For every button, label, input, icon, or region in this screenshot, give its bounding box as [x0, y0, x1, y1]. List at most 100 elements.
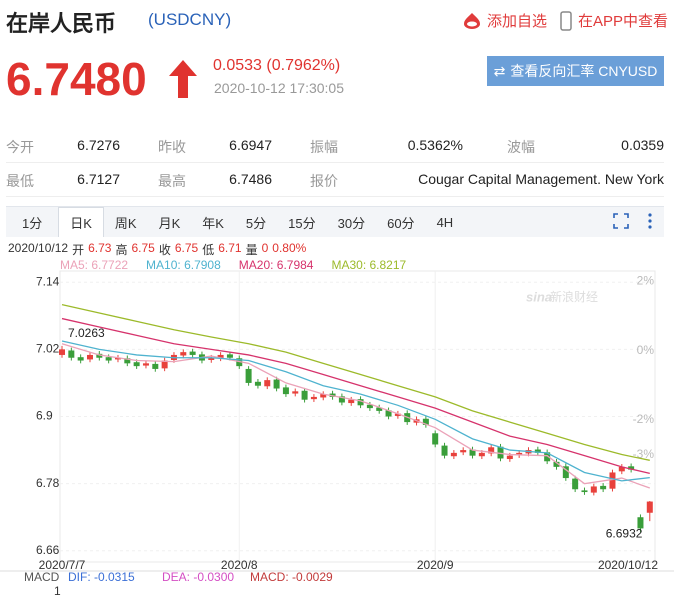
info-label: 收	[158, 243, 171, 257]
candle-body	[180, 352, 187, 356]
candle-body	[86, 354, 93, 360]
row-divider	[6, 196, 664, 197]
tab[interactable]: 60分	[387, 215, 415, 231]
change: 0.0533 (0.7962%)	[213, 57, 340, 75]
legend-entry: MA5: 6.7722	[60, 258, 129, 272]
candle-body	[142, 363, 149, 366]
candle-body	[320, 394, 327, 398]
tab[interactable]: 30分	[337, 215, 366, 231]
tab[interactable]: 日K	[58, 207, 104, 237]
candle-body	[282, 387, 289, 395]
watermark: 新浪财经	[550, 289, 598, 304]
candle-body	[376, 407, 383, 411]
y-tick-label: 7.02	[36, 342, 60, 356]
tab[interactable]: 5分	[245, 215, 267, 231]
candle-body	[590, 486, 597, 493]
up-arrow	[169, 60, 197, 98]
info-label: 开	[72, 243, 85, 257]
tab[interactable]: 1分	[22, 215, 43, 231]
change-pct: (0.7962%)	[266, 57, 341, 74]
tab[interactable]: 4H	[436, 214, 454, 230]
x-tick-label: 2020/7/7	[39, 558, 86, 572]
y-tick-label: 6.78	[36, 476, 60, 490]
button-label: 查看反向汇率 CNYUSD	[510, 63, 658, 79]
x-tick-label: 2020/10/12	[598, 558, 658, 572]
watermark-logo: sina	[526, 289, 552, 304]
candle-body	[77, 357, 84, 361]
info-line: 2020/10/12 开 6.73 高 6.75 收 6.75 低 6.71 量 0 0.80%	[8, 241, 306, 258]
y-tick-label: 6.66	[36, 543, 60, 557]
stat-label: 今开	[6, 139, 34, 155]
action: 添加自选	[487, 13, 548, 30]
candle-body	[59, 349, 65, 355]
action: 在APP中查看	[578, 13, 669, 30]
x-tick-label: 2020/9	[417, 558, 454, 572]
ma-line	[61, 303, 650, 461]
candle-body	[506, 455, 513, 460]
candle-body	[553, 461, 560, 467]
candle-body	[114, 357, 121, 360]
tool-icons	[613, 213, 652, 229]
candle-body	[422, 418, 429, 425]
macd-value: MACD: -0.0029	[250, 570, 333, 584]
min-label: 6.6932	[606, 526, 643, 540]
candle-body	[161, 360, 168, 369]
macd-title: MACD	[24, 570, 60, 584]
info-label: 量	[245, 243, 258, 257]
max-label: 7.0263	[68, 326, 105, 340]
y2-tick-label: 2%	[637, 274, 655, 288]
candle-body	[310, 396, 317, 400]
info-value: 0	[261, 241, 269, 255]
candle-body	[460, 450, 467, 453]
legend-entry: MA20: 6.7984	[238, 258, 314, 272]
candle-body	[562, 466, 569, 479]
tab[interactable]: 周K	[114, 215, 137, 231]
candle-body	[497, 446, 504, 459]
tabs: 1分 日K 周K 月K 年K 5分 15分 30分 60分 4H	[6, 206, 664, 237]
reverse-button[interactable]: ⇄ 查看反向汇率 CNYUSD	[487, 56, 664, 86]
candle-body	[394, 413, 401, 416]
candle-body	[273, 379, 280, 389]
candle-body	[133, 362, 140, 367]
info-label: 高	[115, 243, 128, 257]
candle-body	[348, 399, 355, 404]
candle-body	[600, 485, 607, 490]
candle-body	[450, 452, 457, 457]
candle-body	[217, 354, 224, 359]
candle-body	[516, 452, 523, 456]
candle-body	[357, 399, 364, 406]
candle-body	[534, 449, 541, 453]
stat-label: 振幅	[310, 139, 338, 155]
candle-body	[581, 490, 588, 493]
row-divider	[6, 162, 664, 163]
y-tick-label: 6.9	[36, 409, 53, 423]
info-label: 低	[202, 243, 215, 257]
info-date: 2020/10/12	[8, 241, 69, 255]
candle-body	[292, 391, 299, 394]
candle-body	[469, 449, 476, 456]
ma-line	[61, 340, 650, 482]
add-watch[interactable]: 添加自选	[462, 10, 547, 31]
candle-body	[572, 478, 579, 490]
stat-label: 报价	[310, 173, 338, 189]
tab[interactable]: 月K	[158, 215, 181, 231]
candle-body	[189, 351, 196, 355]
y2-tick-label: 0%	[637, 343, 655, 357]
macd-value: DIF: -0.0315	[68, 570, 135, 584]
candle-body	[441, 445, 448, 456]
tab[interactable]: 15分	[288, 215, 316, 231]
open-app[interactable]: 在APP中查看	[560, 10, 668, 31]
candle-body	[208, 357, 215, 360]
tab[interactable]: 年K	[202, 215, 224, 231]
candle-body	[96, 353, 103, 358]
candle-body	[245, 368, 252, 383]
candle-body	[609, 472, 616, 489]
candle-body	[488, 447, 495, 454]
icon	[464, 12, 480, 29]
macd-value: DEA: -0.0300	[162, 570, 234, 584]
stat-label: 最低	[6, 173, 34, 189]
candle-body	[338, 396, 345, 403]
stat-value: 6.7276	[77, 137, 120, 153]
info-value: 6.71	[218, 241, 242, 255]
